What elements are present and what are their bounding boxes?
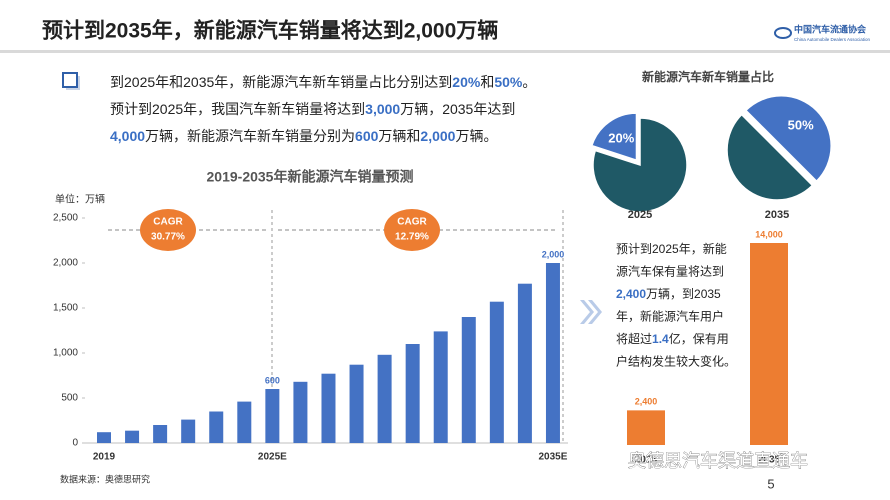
bar xyxy=(153,425,168,443)
note-line: 预计到2025年，新能 xyxy=(616,241,727,256)
pie-label: 2035 xyxy=(765,209,789,221)
x-tick-label: 2025E xyxy=(258,452,287,463)
bar xyxy=(349,364,364,443)
pie-slice xyxy=(592,117,688,213)
highlight-text: 600 xyxy=(355,128,379,144)
bullet-line: 预计到2025年，我国汽车新车销量将达到3,000万辆，2035年达到 xyxy=(110,101,515,117)
note-line: 2,400万辆，到2035 xyxy=(616,287,721,301)
x-tick-label: 2025 xyxy=(635,455,658,466)
slice-label: 50% xyxy=(788,118,814,133)
text-run: 预计到2025年，新能 xyxy=(616,241,727,256)
title-divider xyxy=(0,50,890,53)
logo-text: 中国汽车流通协会 xyxy=(794,23,867,34)
watermark: 奥德思汽车渠道直通车 xyxy=(628,451,808,471)
chart-title: 新能源汽车新车销量占比 xyxy=(642,69,774,84)
slide-title: 预计到2035年，新能源汽车销量将达到2,000万辆 xyxy=(42,19,498,43)
value-label: 2,400 xyxy=(635,397,658,407)
text-run: 。 xyxy=(522,74,536,90)
cagr-value: 12.79% xyxy=(395,232,429,243)
bar xyxy=(750,243,788,445)
chevron xyxy=(580,300,594,324)
cagr-badge xyxy=(140,209,196,251)
text-run: 和 xyxy=(480,74,494,90)
note-line: 年，新能源汽车用户 xyxy=(616,309,724,324)
note-line: 户结构发生较大变化。 xyxy=(616,354,736,369)
text-run: 万辆和 xyxy=(378,128,420,144)
chevron xyxy=(588,300,602,324)
bar xyxy=(97,432,111,443)
pie-slice xyxy=(744,95,832,183)
text-run: 户结构发生较大变化。 xyxy=(616,354,736,369)
bar xyxy=(545,263,560,443)
bar xyxy=(489,301,504,443)
y-tick-label: 0 xyxy=(72,438,78,449)
bar xyxy=(461,317,476,443)
chart-title: 2019-2035年新能源汽车销量预测 xyxy=(207,169,414,185)
text-run: 将超过 xyxy=(616,331,652,346)
text-run: 万辆，2035年达到 xyxy=(400,101,515,117)
bar xyxy=(627,410,665,445)
bar xyxy=(293,381,308,443)
y-tick-label: 500 xyxy=(61,393,78,404)
x-tick-label: 2035E xyxy=(538,452,567,463)
highlight-text: 1.4 xyxy=(652,332,669,346)
value-label: 14,000 xyxy=(755,229,783,239)
text-run: 到2025年和2035年，新能源汽车新车销量占比分别达到 xyxy=(110,74,452,90)
text-run: 万辆，到2035 xyxy=(646,287,721,301)
cagr-value: 30.77% xyxy=(151,232,185,243)
highlight-text: 3,000 xyxy=(365,101,400,117)
cagr-badge xyxy=(384,209,440,251)
highlight-text: 2,400 xyxy=(616,287,646,301)
bar xyxy=(321,373,336,443)
logo-text-en: China Automobile Dealers Association xyxy=(794,37,871,42)
text-run: 万辆。 xyxy=(455,128,497,144)
note-line: 源汽车保有量将达到 xyxy=(616,264,724,279)
text-run: 预计到2025年，我国汽车新车销量将达到 xyxy=(110,101,365,117)
highlight-text: 50% xyxy=(494,74,523,90)
cagr-label: CAGR xyxy=(397,217,427,228)
value-label: 600 xyxy=(265,375,280,385)
logo-icon xyxy=(774,27,792,39)
y-tick-label: 2,500 xyxy=(53,213,78,224)
pie-slice xyxy=(590,112,638,162)
pie-slice xyxy=(726,113,814,201)
bar xyxy=(237,401,252,443)
pie-label: 2025 xyxy=(628,209,652,221)
highlight-text: 4,000 xyxy=(110,128,145,144)
cagr-label: CAGR xyxy=(153,217,183,228)
bar xyxy=(209,411,224,443)
slice-label: 20% xyxy=(608,131,634,146)
bullet-line: 4,000万辆，新能源汽车新车销量分别为600万辆和2,000万辆。 xyxy=(110,128,497,144)
text-run: 年，新能源汽车用户 xyxy=(616,309,724,324)
y-tick-label: 1,500 xyxy=(53,303,78,314)
bullet-line: 到2025年和2035年，新能源汽车新车销量占比分别达到20%和50%。 xyxy=(110,74,536,90)
value-label: 2,000 xyxy=(542,249,565,259)
bar xyxy=(181,419,196,443)
unit-label: 单位：万辆 xyxy=(55,193,105,206)
y-tick-label: 1,000 xyxy=(53,348,78,359)
highlight-text: 20% xyxy=(452,74,481,90)
x-tick-label: 2035 xyxy=(758,455,781,466)
text-run: 万辆，新能源汽车新车销量分别为 xyxy=(145,128,355,144)
page-number: 5 xyxy=(767,476,774,491)
bar xyxy=(405,344,420,443)
chevrons xyxy=(580,300,602,324)
bar xyxy=(377,354,392,443)
bar xyxy=(265,389,280,443)
bar xyxy=(433,331,448,443)
bar xyxy=(517,283,532,443)
y-tick-label: 2,000 xyxy=(53,258,78,269)
highlight-text: 2,000 xyxy=(420,128,455,144)
bar xyxy=(125,430,140,443)
x-tick-label: 2019 xyxy=(93,452,116,463)
text-run: 亿，保有用 xyxy=(669,331,729,346)
source: 数据来源：奥德思研究 xyxy=(60,473,150,484)
text-run: 源汽车保有量将达到 xyxy=(616,264,724,279)
bullet-icon xyxy=(62,72,78,88)
note-line: 将超过1.4亿，保有用 xyxy=(616,331,729,346)
